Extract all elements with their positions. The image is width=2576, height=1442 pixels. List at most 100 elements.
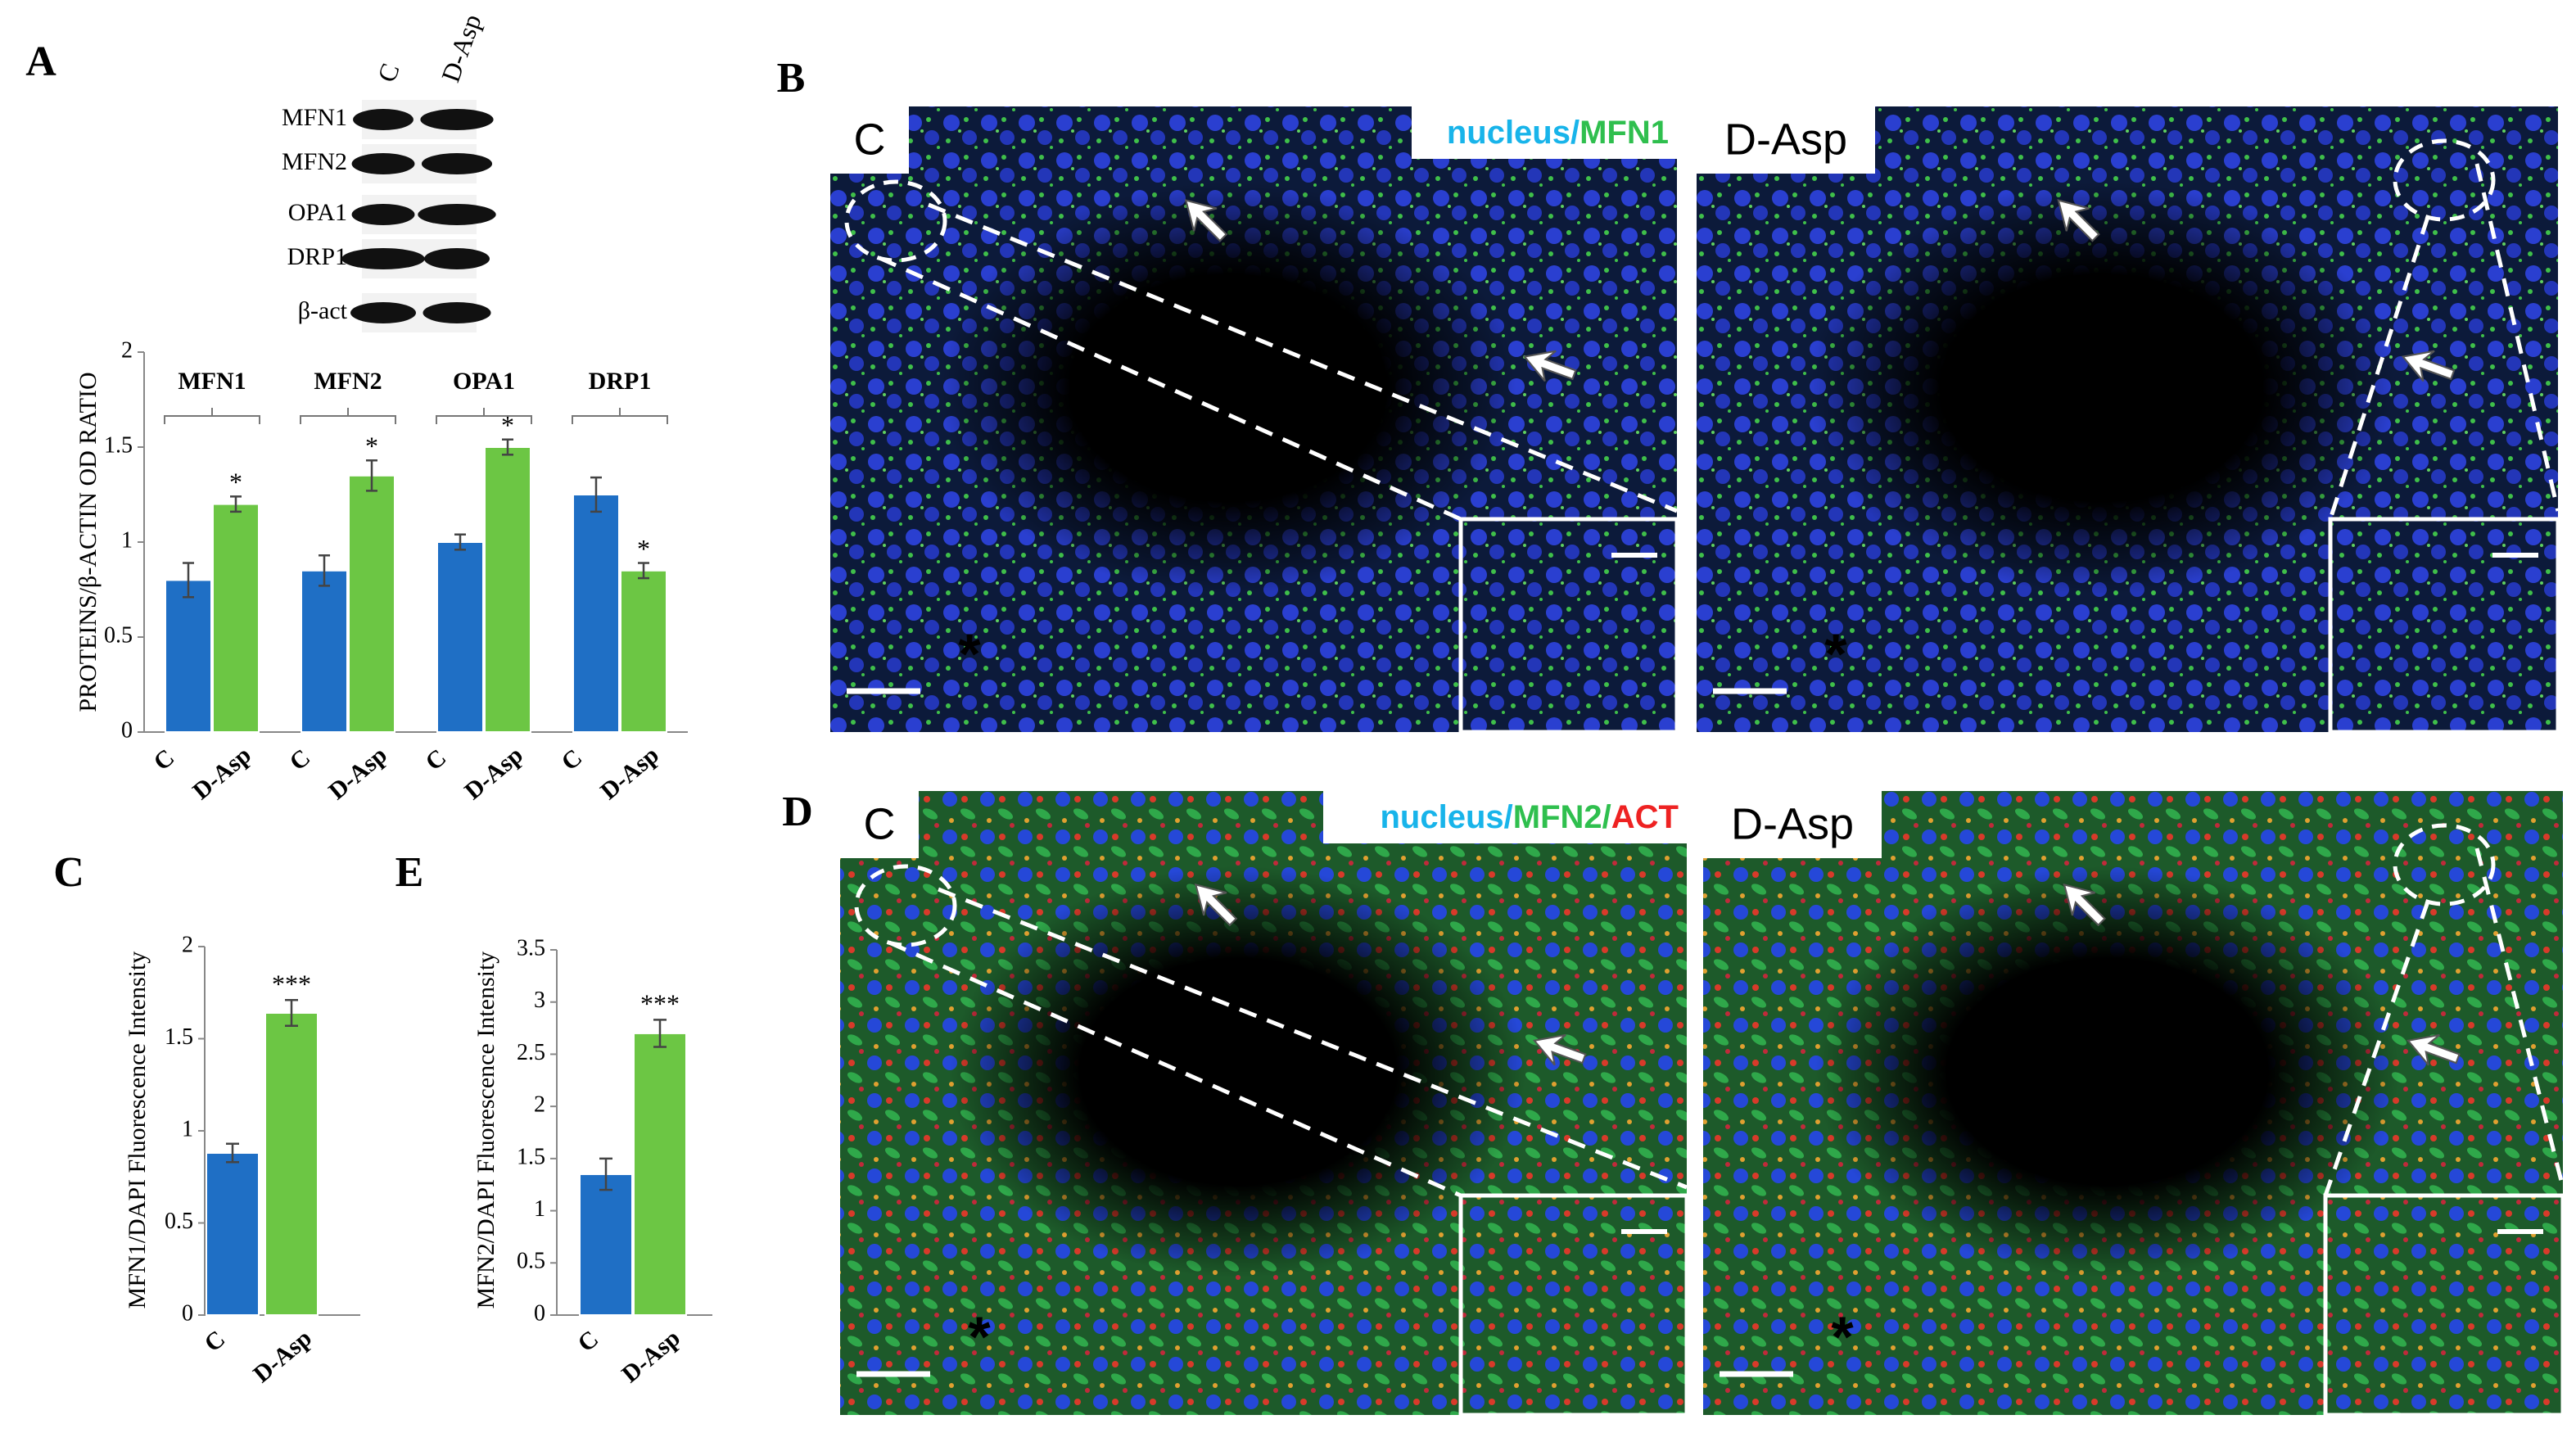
x-tick-label: D-Asp xyxy=(459,741,528,805)
significance: * xyxy=(637,534,650,563)
x-tick-label: C xyxy=(556,744,587,775)
arrow xyxy=(1184,199,1228,242)
lumen xyxy=(950,866,1526,1278)
x-tick-label: D-Asp xyxy=(323,741,392,805)
arrow xyxy=(2063,883,2106,927)
y-tick-label: 3.5 xyxy=(517,935,545,961)
arrow xyxy=(2401,350,2456,382)
blot-band xyxy=(350,302,416,323)
stain-name: nucleus xyxy=(1447,115,1570,151)
significance: *** xyxy=(272,970,311,999)
y-tick-label: 0.5 xyxy=(104,622,133,648)
blot-band xyxy=(353,109,414,130)
y-tick-label: 1 xyxy=(121,527,133,553)
roi-outline xyxy=(844,179,947,263)
stain-name: nucleus xyxy=(1380,799,1503,835)
blot-band xyxy=(351,204,415,225)
inset xyxy=(1458,1193,1689,1417)
significance: * xyxy=(365,432,378,461)
group-label: OPA1 xyxy=(453,368,515,395)
bar xyxy=(484,446,531,733)
stain-name: / xyxy=(1602,799,1611,835)
lane-label: C xyxy=(372,60,405,86)
stain-legend: nucleus/MFN1 xyxy=(1447,115,1669,151)
protein-label: MFN1 xyxy=(282,104,347,131)
stain-legend-box xyxy=(1412,106,1677,159)
significance: * xyxy=(501,410,514,440)
y-tick-label: 0.5 xyxy=(165,1209,193,1234)
micrograph: * D-Asp xyxy=(1703,791,2565,1417)
roi-zoom-line xyxy=(2328,163,2560,520)
arrow xyxy=(1522,350,1577,382)
panel-letter: C xyxy=(53,849,84,896)
group-label: MFN1 xyxy=(178,368,246,395)
x-tick-label: D-Asp xyxy=(617,1324,685,1388)
x-tick-label: D-Asp xyxy=(248,1324,317,1388)
protein-label: OPA1 xyxy=(288,199,347,226)
y-axis-label: MFN2/DAPI Fluorescence Intensity xyxy=(472,952,499,1309)
bar xyxy=(212,503,260,733)
y-tick-label: 2 xyxy=(121,337,133,363)
y-tick-label: 3 xyxy=(534,988,545,1013)
stain-legend: nucleus/MFN2/ACT xyxy=(1380,799,1679,835)
arrow xyxy=(1532,1033,1587,1066)
bar xyxy=(264,1012,319,1316)
stain-name: MFN1 xyxy=(1579,115,1669,151)
y-tick-label: 0 xyxy=(534,1300,545,1326)
lumen xyxy=(940,181,1516,594)
group-label: MFN2 xyxy=(314,368,382,395)
condition-label: D-Asp xyxy=(1731,799,1854,848)
bar xyxy=(579,1173,633,1316)
stain-name: MFN2 xyxy=(1513,799,1602,835)
blot-band xyxy=(423,302,491,323)
roi-outline xyxy=(2393,823,2496,906)
blot-band xyxy=(424,248,490,269)
bar xyxy=(620,569,667,733)
inset xyxy=(2323,1193,2565,1417)
x-tick-label: C xyxy=(148,744,179,775)
blot-band xyxy=(421,153,493,174)
blot-band xyxy=(341,248,425,269)
y-tick-label: 1.5 xyxy=(165,1024,193,1050)
roi-zoom-line xyxy=(888,887,1688,1198)
y-tick-label: 2 xyxy=(182,932,193,957)
y-tick-label: 0 xyxy=(121,717,133,743)
condition-label: C xyxy=(854,115,886,164)
arrow xyxy=(2057,199,2100,242)
roi-outline xyxy=(854,864,957,947)
bar xyxy=(206,1152,260,1316)
y-tick-label: 1.5 xyxy=(517,1144,545,1169)
group-label: DRP1 xyxy=(589,368,652,395)
group-bracket xyxy=(300,408,396,424)
x-tick-label: C xyxy=(199,1325,230,1357)
inset xyxy=(2328,517,2560,735)
asterisk: * xyxy=(968,1304,991,1368)
micrograph: *C xyxy=(830,106,1679,735)
protein-label: β-act xyxy=(298,297,348,324)
y-axis-label: MFN1/DAPI Fluorescence Intensity xyxy=(124,952,151,1309)
condition-label-box xyxy=(840,791,919,858)
stain-name: / xyxy=(1570,115,1579,151)
group-bracket xyxy=(436,408,532,424)
blot-band xyxy=(351,153,415,174)
lumen xyxy=(1814,866,2400,1278)
inset xyxy=(1458,517,1679,735)
x-tick-label: C xyxy=(284,744,315,775)
panel-letter: B xyxy=(777,55,806,102)
significance: * xyxy=(229,468,242,497)
arrow xyxy=(2407,1033,2461,1066)
group-bracket xyxy=(572,408,668,424)
micrograph: *C xyxy=(840,791,1689,1417)
y-tick-label: 1.5 xyxy=(104,432,133,458)
x-tick-label: C xyxy=(572,1325,603,1357)
y-axis-label: PROTEINS/β-ACTIN OD RATIO xyxy=(75,372,102,712)
bar xyxy=(348,474,395,733)
condition-label-box xyxy=(1697,106,1875,174)
condition-label-box xyxy=(1703,791,1882,858)
asterisk: * xyxy=(1831,1304,1854,1368)
lumen xyxy=(1808,181,2395,594)
protein-label: MFN2 xyxy=(282,148,347,175)
stain-name: ACT xyxy=(1611,799,1679,835)
